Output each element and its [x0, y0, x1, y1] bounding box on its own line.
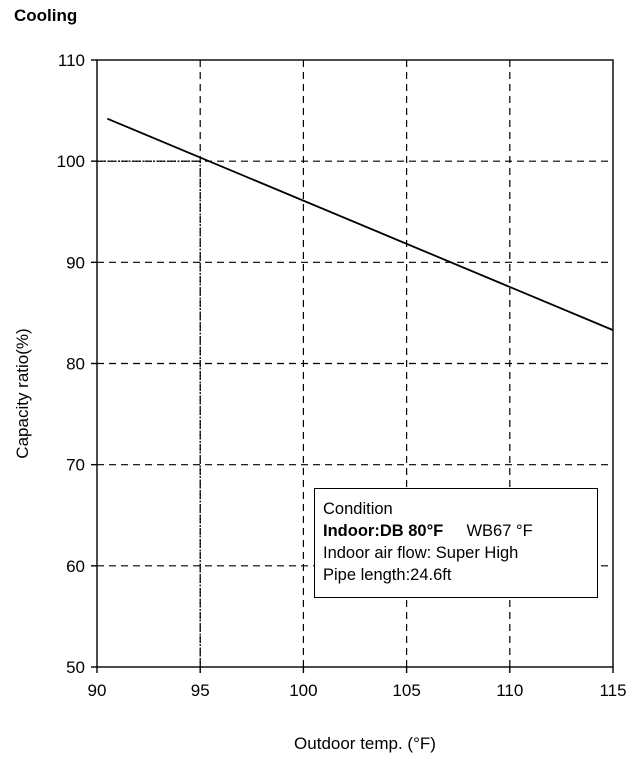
x-tick-label: 90 [88, 681, 107, 700]
x-tick-label: 115 [599, 681, 626, 700]
condition-pipe-length: Pipe length:24.6ft [323, 566, 452, 584]
reference-lines [97, 160, 201, 667]
series-line [106, 117, 614, 331]
x-tick-label: 95 [191, 681, 210, 700]
x-tick-label: 110 [496, 681, 523, 700]
y-tick-label: 50 [66, 658, 85, 677]
y-tick-label: 80 [66, 355, 85, 374]
condition-annotation: Condition Indoor:DB 80°F WB67 °F Indoor … [314, 488, 598, 598]
tick-marks [91, 59, 614, 673]
tick-labels: 90 95 100 105 110 115 50 60 70 80 90 100 110 [57, 51, 627, 700]
x-tick-label: 105 [392, 681, 420, 700]
y-tick-label: 60 [66, 557, 85, 576]
condition-heading: Condition [323, 500, 393, 518]
y-axis-title: Capacity ratio(%) [13, 328, 32, 458]
chart-title: Cooling [14, 6, 78, 25]
y-tick-label: 110 [58, 51, 85, 70]
condition-indoor-db: Indoor:DB 80°F [323, 522, 444, 540]
condition-indoor-temp: Indoor:DB 80°F WB67 °F [323, 520, 589, 542]
y-tick-label: 70 [66, 456, 85, 475]
y-tick-label: 90 [66, 253, 85, 272]
condition-indoor-wb: WB67 °F [466, 522, 533, 540]
y-tick-label: 100 [57, 152, 85, 171]
x-axis-title: Outdoor temp. (°F) [294, 734, 436, 753]
x-tick-label: 100 [289, 681, 317, 700]
series-layer [106, 117, 614, 331]
condition-air-flow: Indoor air flow: Super High [323, 544, 519, 562]
